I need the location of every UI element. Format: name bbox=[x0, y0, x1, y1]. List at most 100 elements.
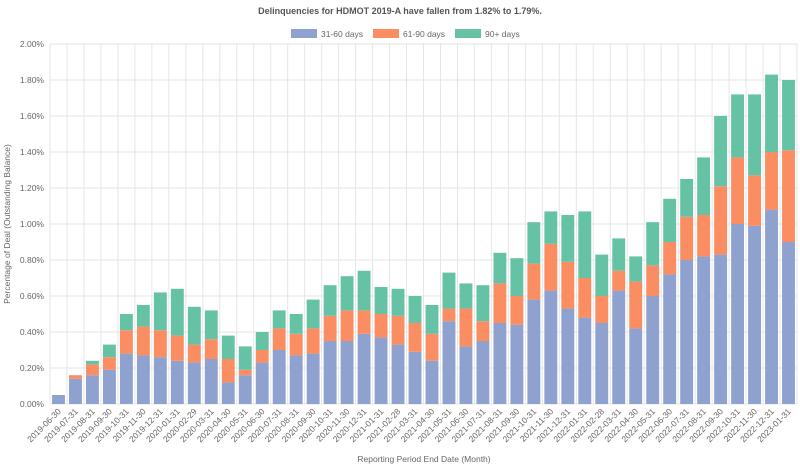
bar-61-90-days bbox=[204, 339, 218, 359]
bar-31-60-days bbox=[731, 224, 745, 404]
bar-31-60-days bbox=[52, 395, 65, 404]
bar-61-90-days bbox=[510, 296, 524, 325]
chart-title: Delinquencies for HDMOT 2019-A have fall… bbox=[258, 6, 542, 16]
bar-61-90-days bbox=[85, 364, 99, 376]
bar-61-90-days bbox=[255, 350, 269, 363]
y-tick-label: 0.40% bbox=[20, 327, 45, 337]
bar-90-days bbox=[170, 288, 184, 336]
bar-31-60-days bbox=[493, 323, 507, 404]
bar-31-60-days bbox=[408, 351, 422, 404]
bar-31-60-days bbox=[153, 357, 167, 404]
bar-61-90-days bbox=[561, 261, 575, 309]
bar-31-60-days bbox=[204, 359, 218, 404]
bar-61-90-days bbox=[595, 296, 609, 323]
y-tick-label: 1.60% bbox=[20, 111, 45, 121]
bar-61-90-days bbox=[629, 281, 643, 329]
bar-90-days bbox=[340, 276, 354, 311]
bar-90-days bbox=[136, 305, 150, 327]
bar-61-90-days bbox=[408, 323, 422, 352]
bar-90-days bbox=[646, 222, 660, 266]
bar-61-90-days bbox=[748, 175, 762, 226]
bar-61-90-days bbox=[782, 150, 795, 242]
bar-31-60-days bbox=[170, 360, 184, 404]
bar-90-days bbox=[255, 332, 269, 350]
bar-31-60-days bbox=[289, 355, 303, 404]
bar-90-days bbox=[765, 74, 778, 152]
bar-90-days bbox=[102, 344, 116, 358]
legend-label: 31-60 days bbox=[321, 29, 363, 39]
bar-61-90-days bbox=[425, 333, 439, 361]
bar-31-60-days bbox=[527, 299, 541, 404]
bar-31-60-days bbox=[578, 317, 592, 404]
bar-90-days bbox=[442, 272, 456, 309]
bar-61-90-days bbox=[136, 326, 150, 356]
bar-90-days bbox=[187, 306, 201, 345]
bar-90-days bbox=[119, 314, 133, 331]
bar-90-days bbox=[85, 360, 99, 365]
bar-61-90-days bbox=[663, 242, 677, 275]
bar-31-60-days bbox=[561, 308, 575, 404]
y-tick-label: 0.60% bbox=[20, 291, 45, 301]
bar-90-days bbox=[425, 305, 439, 334]
bar-31-60-days bbox=[476, 341, 490, 404]
bar-90-days bbox=[391, 288, 405, 316]
bar-90-days bbox=[714, 116, 728, 187]
bar-61-90-days bbox=[102, 357, 116, 370]
bar-61-90-days bbox=[493, 283, 507, 323]
bar-31-60-days bbox=[272, 350, 286, 404]
bar-31-60-days bbox=[714, 254, 728, 404]
bar-90-days bbox=[697, 157, 711, 215]
bar-31-60-days bbox=[306, 353, 320, 404]
legend-swatch bbox=[373, 29, 399, 38]
bar-61-90-days bbox=[527, 263, 541, 300]
y-tick-label: 1.80% bbox=[20, 75, 45, 85]
bar-90-days bbox=[510, 258, 524, 296]
bar-31-60-days bbox=[629, 328, 643, 404]
bar-61-90-days bbox=[680, 216, 694, 260]
bar-61-90-days bbox=[459, 308, 473, 347]
bar-90-days bbox=[493, 252, 507, 284]
bar-61-90-days bbox=[170, 335, 184, 361]
grid-lines bbox=[49, 43, 798, 405]
y-tick-label: 0.20% bbox=[20, 363, 45, 373]
bar-90-days bbox=[544, 211, 558, 244]
y-tick-label: 0.80% bbox=[20, 255, 45, 265]
bar-31-60-days bbox=[136, 355, 150, 404]
bar-31-60-days bbox=[69, 378, 82, 404]
bar-61-90-days bbox=[697, 215, 711, 257]
legend-label: 61-90 days bbox=[403, 29, 445, 39]
bar-90-days bbox=[527, 222, 541, 264]
y-tick-label: 1.40% bbox=[20, 147, 45, 157]
bar-31-60-days bbox=[374, 337, 388, 404]
bar-31-60-days bbox=[102, 369, 116, 404]
bar-61-90-days bbox=[289, 333, 303, 356]
bar-90-days bbox=[289, 314, 303, 334]
bar-90-days bbox=[748, 94, 762, 176]
bar-61-90-days bbox=[544, 243, 558, 291]
x-axis-label: Reporting Period End Date (Month) bbox=[357, 454, 490, 464]
y-tick-label: 2.00% bbox=[20, 39, 45, 49]
bar-61-90-days bbox=[272, 328, 286, 350]
bar-61-90-days bbox=[153, 330, 167, 358]
y-axis-label: Percentage of Deal (Outstanding Balance) bbox=[2, 144, 12, 304]
bar-90-days bbox=[629, 256, 643, 282]
bar-31-60-days bbox=[544, 290, 558, 404]
bar-90-days bbox=[476, 285, 490, 322]
y-tick-label: 1.20% bbox=[20, 183, 45, 193]
bar-31-60-days bbox=[119, 353, 133, 404]
legend-swatch bbox=[455, 29, 481, 38]
bar-61-90-days bbox=[69, 375, 82, 379]
bar-61-90-days bbox=[187, 344, 201, 363]
bar-31-60-days bbox=[510, 324, 524, 404]
bar-31-60-days bbox=[612, 290, 626, 404]
bar-61-90-days bbox=[340, 310, 354, 341]
bar-31-60-days bbox=[459, 346, 473, 404]
bar-31-60-days bbox=[782, 242, 795, 404]
y-axis-ticks: 0.00% 0.20% 0.40% 0.60% 0.80% 1.00% 1.20% 1.40%… bbox=[20, 39, 45, 409]
bar-90-days bbox=[357, 270, 371, 311]
y-tick-label: 0.00% bbox=[20, 399, 45, 409]
bar-90-days bbox=[612, 238, 626, 271]
bar-90-days bbox=[238, 346, 252, 370]
bar-31-60-days bbox=[425, 360, 439, 404]
